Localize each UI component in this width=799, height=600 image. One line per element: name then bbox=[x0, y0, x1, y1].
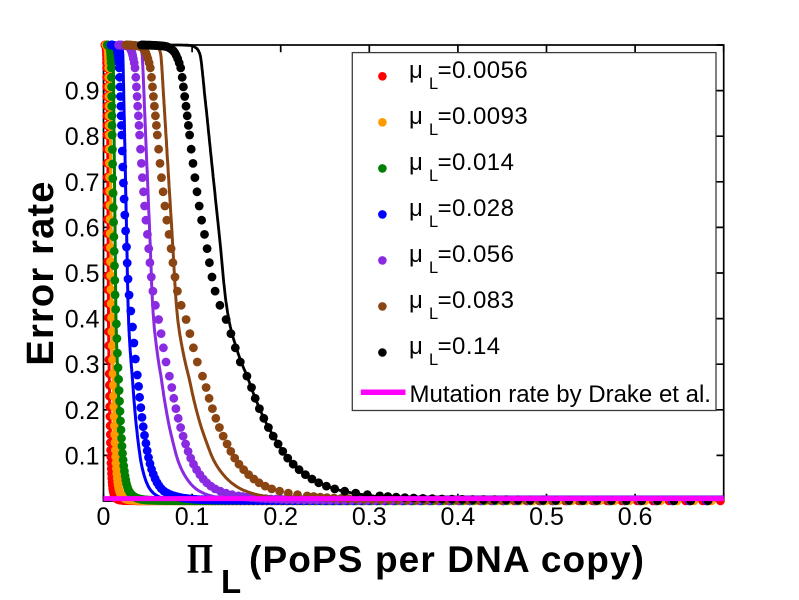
svg-text:=0.056: =0.056 bbox=[438, 241, 515, 268]
svg-text:μ: μ bbox=[409, 149, 423, 176]
svg-text:0: 0 bbox=[97, 503, 111, 531]
svg-text:μ: μ bbox=[409, 195, 423, 222]
svg-text:=0.0056: =0.0056 bbox=[438, 57, 529, 84]
svg-text:L: L bbox=[429, 75, 438, 93]
svg-text:(PoPS per DNA copy): (PoPS per DNA copy) bbox=[249, 539, 645, 580]
svg-text:L: L bbox=[429, 167, 438, 185]
svg-text:L: L bbox=[429, 305, 438, 323]
svg-text:0.7: 0.7 bbox=[65, 169, 100, 197]
svg-text:0.9: 0.9 bbox=[65, 78, 100, 106]
svg-text:0.8: 0.8 bbox=[65, 123, 100, 151]
svg-text:0.6: 0.6 bbox=[618, 503, 653, 531]
svg-text:0.1: 0.1 bbox=[175, 503, 210, 531]
svg-text:0.3: 0.3 bbox=[352, 503, 387, 531]
svg-text:0.2: 0.2 bbox=[65, 397, 100, 425]
svg-text:=0.014: =0.014 bbox=[438, 149, 515, 176]
svg-text:L: L bbox=[429, 259, 438, 277]
svg-text:0.2: 0.2 bbox=[263, 503, 298, 531]
svg-text:L: L bbox=[429, 351, 438, 369]
svg-text:Error rate: Error rate bbox=[20, 180, 62, 365]
svg-text:L: L bbox=[429, 121, 438, 139]
svg-text:μ: μ bbox=[409, 333, 423, 360]
svg-text:μ: μ bbox=[409, 57, 423, 84]
svg-text:0.5: 0.5 bbox=[65, 260, 100, 288]
svg-text:0.5: 0.5 bbox=[529, 503, 564, 531]
svg-text:0.4: 0.4 bbox=[65, 306, 100, 334]
svg-text:=0.083: =0.083 bbox=[438, 287, 515, 314]
svg-text:0.4: 0.4 bbox=[441, 503, 476, 531]
svg-text:0.3: 0.3 bbox=[65, 351, 100, 379]
svg-text:μ: μ bbox=[409, 287, 423, 314]
svg-text:=0.14: =0.14 bbox=[438, 333, 501, 360]
svg-text:Π: Π bbox=[187, 537, 213, 583]
svg-text:μ: μ bbox=[409, 241, 423, 268]
svg-text:0.6: 0.6 bbox=[65, 214, 100, 242]
svg-text:Mutation rate by Drake et al.: Mutation rate by Drake et al. bbox=[410, 381, 711, 408]
svg-text:L: L bbox=[429, 213, 438, 231]
svg-text:=0.028: =0.028 bbox=[438, 195, 515, 222]
svg-text:0.1: 0.1 bbox=[65, 442, 100, 470]
svg-text:L: L bbox=[221, 563, 241, 600]
svg-text:μ: μ bbox=[409, 103, 423, 130]
svg-text:=0.0093: =0.0093 bbox=[438, 103, 529, 130]
